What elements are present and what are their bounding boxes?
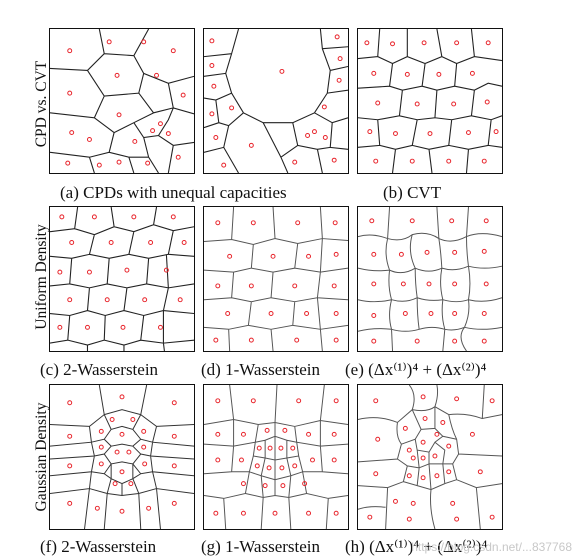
panel-d-1-wasserstein [203,206,349,352]
caption-g: (g) 1-Wasserstein [201,537,321,556]
panel-b-cvt [357,28,503,174]
caption-b: (b) CVT [383,183,442,202]
panel-c-2-wasserstein [49,206,195,352]
voronoi-diagram [50,207,194,351]
panel-f-2-wasserstein-gaussian [49,384,195,530]
caption-d: (d) 1-Wasserstein [201,360,321,379]
panel-g-1-wasserstein-gaussian [203,384,349,530]
voronoi-diagram [204,207,348,351]
panel-a-cpd-large-cell [203,28,349,174]
voronoi-diagram [204,385,348,529]
panel-h-quartic-gaussian [357,384,503,530]
caption-e: (e) (Δx⁽¹⁾)⁴ + (Δx⁽²⁾)⁴ [345,360,487,379]
voronoi-diagram [358,207,502,351]
caption-f: (f) 2-Wasserstein [40,537,157,556]
caption-h: (h) (Δx⁽¹⁾)⁴ + (Δx⁽²⁾)⁴ [345,537,488,556]
watermark: https://blog.csdn.net/...837768 [411,540,572,554]
caption-a: (a) CPDs with unequal capacities [60,183,287,202]
panel-e-quartic [357,206,503,352]
voronoi-diagram [358,29,502,173]
voronoi-diagram [50,385,194,529]
voronoi-diagram [358,385,502,529]
panel-a-cpd [49,28,195,174]
voronoi-diagram [204,29,348,173]
voronoi-diagram [50,29,194,173]
caption-c: (c) 2-Wasserstein [40,360,159,379]
